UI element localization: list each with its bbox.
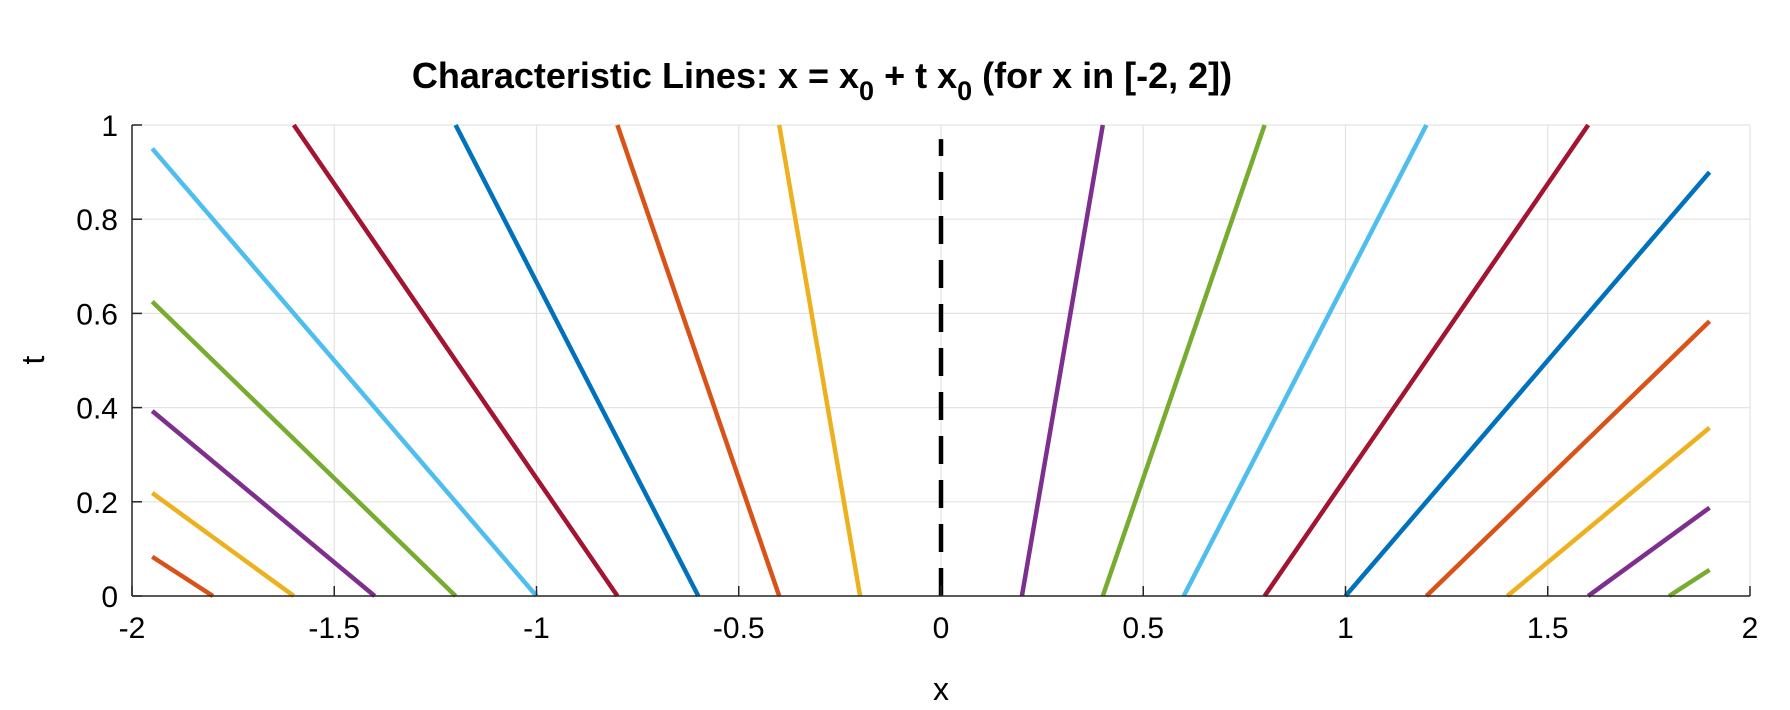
series-line-5 xyxy=(150,147,539,598)
series-line-12 xyxy=(1181,123,1429,598)
x-axis-label: x xyxy=(933,671,949,707)
series-line-4 xyxy=(150,300,458,598)
x-tick-label: -0.5 xyxy=(713,612,765,645)
x-tick-label: -2 xyxy=(119,612,146,645)
chart-title-prefix: Characteristic Lines: x = x xyxy=(412,55,859,96)
series-line-8 xyxy=(615,124,782,597)
series-line-9 xyxy=(776,124,863,597)
y-tick-label: 0.8 xyxy=(76,204,118,237)
y-tick-label: 1 xyxy=(101,110,118,143)
series-line-1 xyxy=(151,554,215,598)
chart-title-middle: + t x xyxy=(874,55,957,96)
axes xyxy=(131,124,1751,597)
chart-title: Characteristic Lines: x = x0 + t x0 (for… xyxy=(412,55,1232,106)
x-tick-label: -1.5 xyxy=(308,612,360,645)
chart-title-suffix: (for x in [-2, 2]) xyxy=(972,55,1232,96)
series-line-10 xyxy=(1019,124,1106,597)
y-axis-label: t xyxy=(15,355,51,364)
series-line-7 xyxy=(453,123,701,598)
series-line-11 xyxy=(1100,124,1267,597)
series-line-3 xyxy=(150,409,377,598)
series-group xyxy=(150,123,1712,598)
series-line-18 xyxy=(1667,567,1711,598)
series-line-6 xyxy=(291,123,620,598)
y-tick-label: 0.6 xyxy=(76,298,118,331)
y-tick-label: 0.4 xyxy=(76,393,118,426)
series-line-15 xyxy=(1424,319,1712,598)
y-tick-labels: 0 0.2 0.4 0.6 0.8 1 xyxy=(76,110,118,614)
y-tick-label: 0.2 xyxy=(76,487,118,520)
series-line-16 xyxy=(1505,426,1711,598)
x-tick-label: 2 xyxy=(1742,612,1759,645)
x-tick-label: 0.5 xyxy=(1122,612,1164,645)
x-tick-label: 0 xyxy=(933,612,950,645)
series-line-17 xyxy=(1586,505,1711,598)
series-line-2 xyxy=(150,491,296,598)
x-tick-label: 1.5 xyxy=(1527,612,1569,645)
chart-title-sub2: 0 xyxy=(957,76,972,106)
series-line-14 xyxy=(1343,170,1712,598)
x-tick-label: 1 xyxy=(1337,612,1354,645)
x-tick-labels: -2 -1.5 -1 -0.5 0 0.5 1 1.5 2 xyxy=(119,612,1759,645)
series-line-13 xyxy=(1262,123,1591,598)
chart-title-sub1: 0 xyxy=(859,76,874,106)
x-tick-label: -1 xyxy=(523,612,550,645)
y-tick-label: 0 xyxy=(101,581,118,614)
